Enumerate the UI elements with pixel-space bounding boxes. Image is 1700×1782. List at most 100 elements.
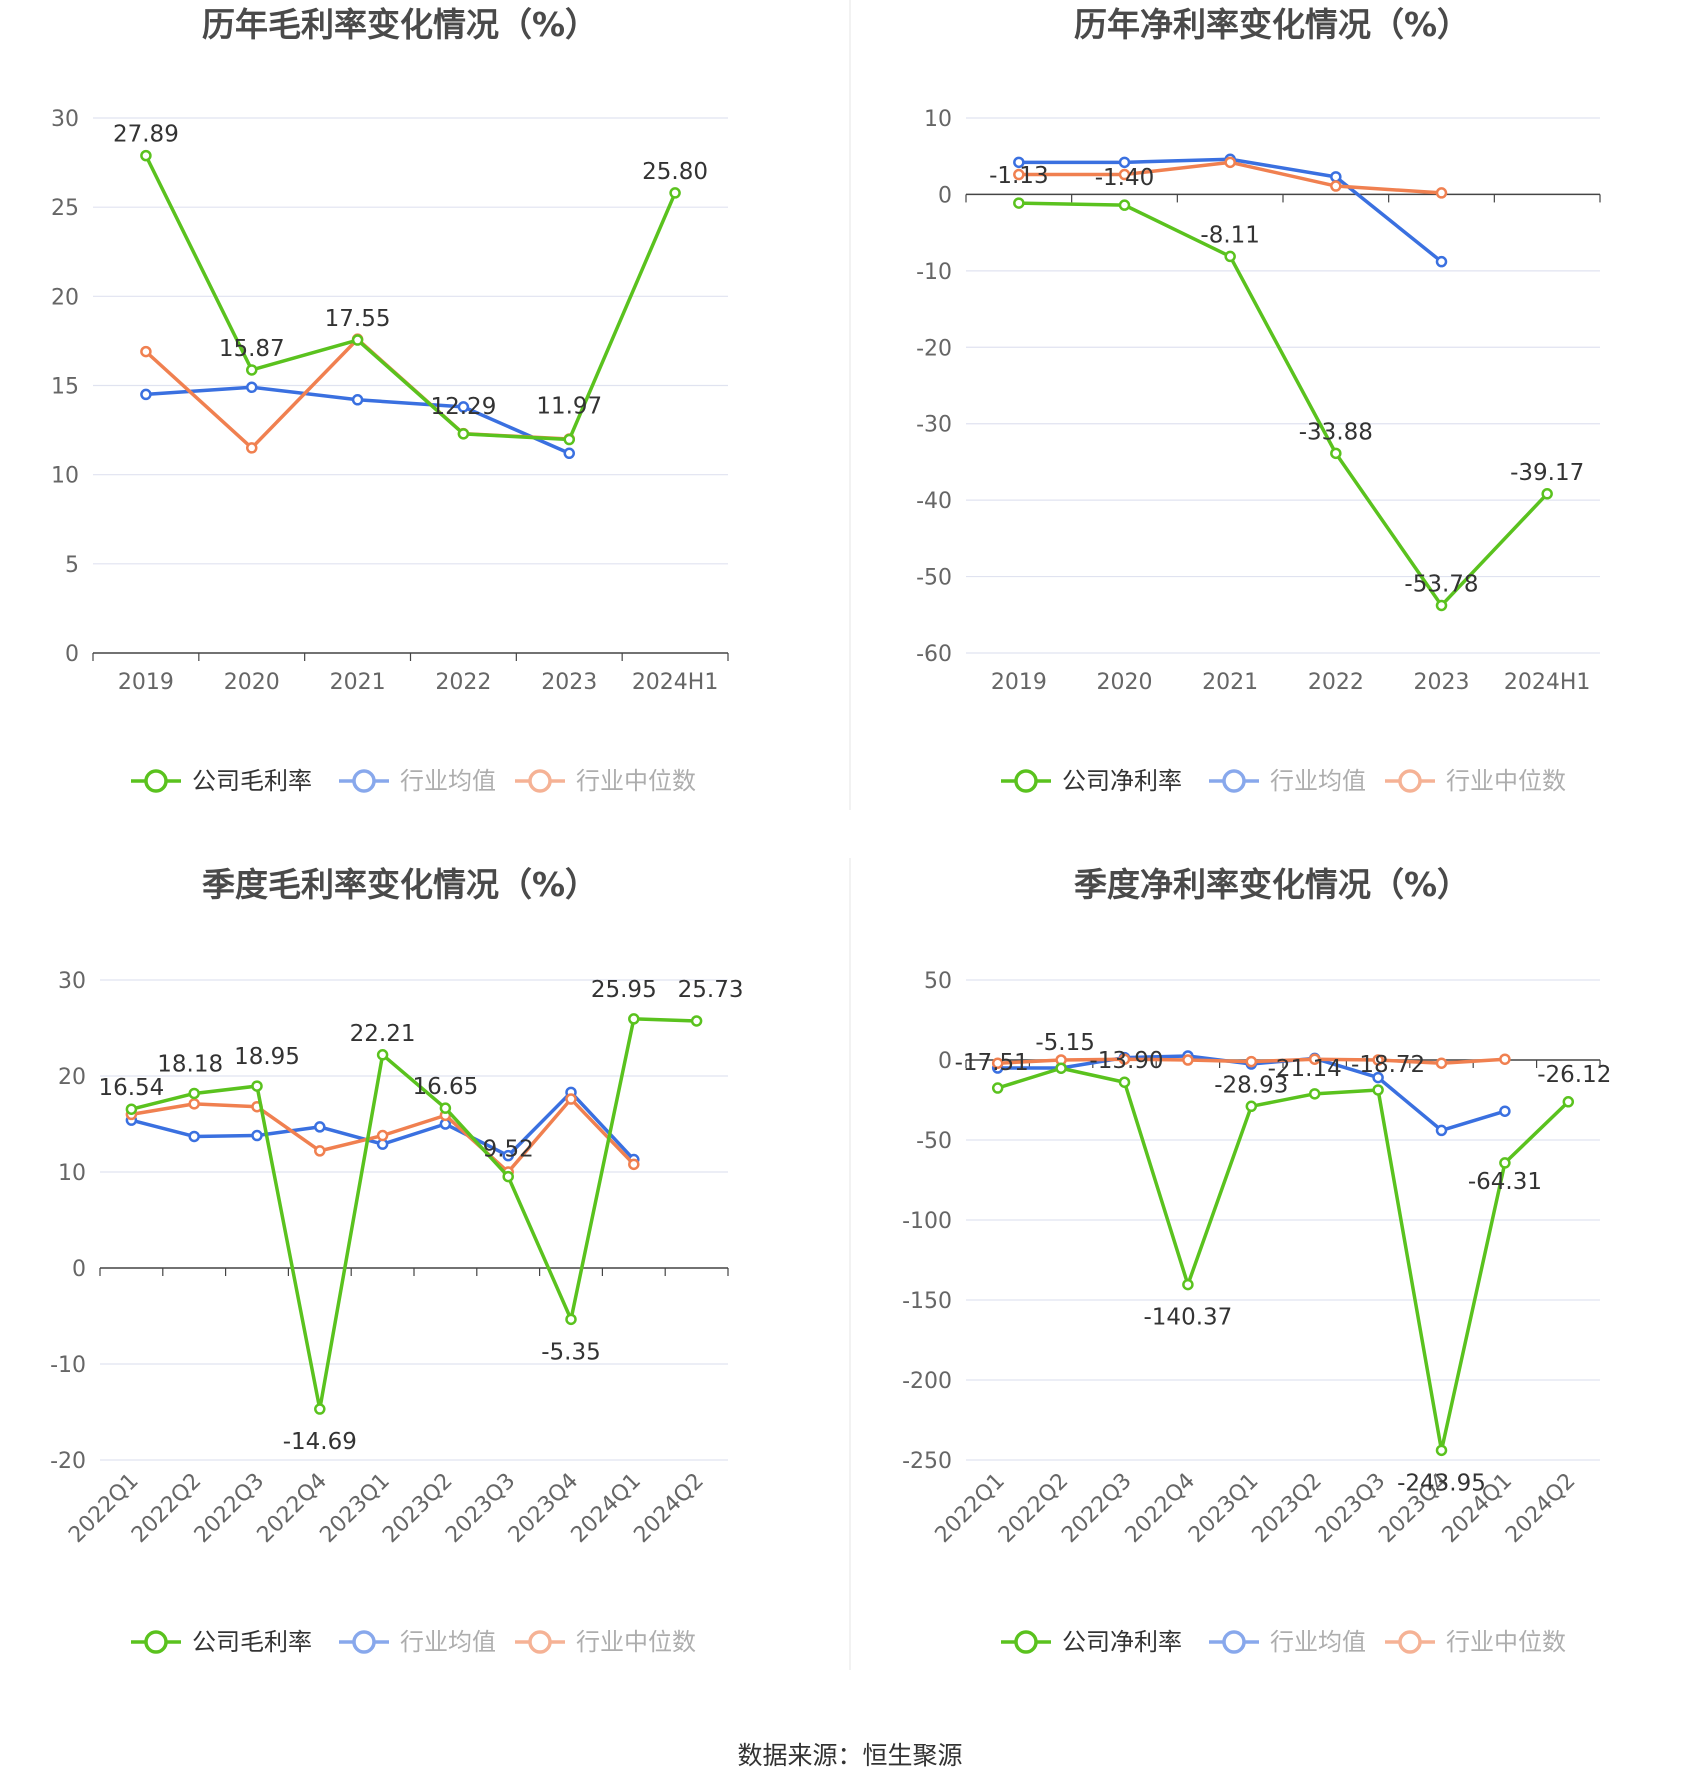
chart-title: 历年毛利率变化情况（%） (202, 5, 598, 44)
x-tick-label: 2024H1 (632, 670, 719, 695)
legend-marker (1398, 769, 1422, 793)
data-label: -5.15 (1035, 1030, 1095, 1056)
data-point-median (991, 1057, 1004, 1069)
y-tick-label: -20 (916, 336, 952, 361)
data-label: 16.65 (412, 1074, 478, 1100)
legend-item-avg: 行业均值 (1209, 1628, 1366, 1656)
data-label: 25.73 (678, 977, 744, 1003)
y-tick-label: -60 (916, 642, 952, 667)
data-label: -243.95 (1397, 1470, 1486, 1496)
series-line-company (997, 1066, 1570, 1453)
x-tick-label: 2022 (435, 670, 491, 695)
legend-item-median: 行业中位数 (515, 1628, 696, 1656)
y-tick-label: -150 (902, 1289, 952, 1314)
data-label: 9.52 (483, 1137, 534, 1163)
data-point-company (669, 187, 681, 199)
data-point-median (140, 345, 152, 358)
data-point-median (314, 1145, 326, 1157)
y-tick-label: -10 (50, 1353, 86, 1378)
y-tick-label: 0 (938, 183, 952, 208)
data-point-median (1245, 1055, 1258, 1068)
chart-title: 季度净利率变化情况（%） (1074, 865, 1470, 904)
legend-item-company: 公司毛利率 (131, 1628, 312, 1656)
y-tick-label: -50 (916, 1129, 952, 1154)
legend-item-median: 行业中位数 (1385, 767, 1566, 795)
data-label: 12.29 (430, 394, 496, 420)
chart-panel-2: 历年净利率变化情况（%） -60 -50 -40 -30 -20 -10 0 10 2019 202… (916, 5, 1601, 795)
data-point-median (628, 1158, 640, 1171)
x-tick-label: 2019 (118, 670, 174, 695)
x-tick-label: 2021 (330, 670, 386, 695)
y-tick-label: 30 (51, 107, 79, 132)
data-label: -21.14 (1268, 1056, 1342, 1082)
data-point-avg (1435, 1124, 1448, 1137)
y-tick-label: 5 (65, 553, 79, 578)
legend-item-avg: 行业均值 (1209, 767, 1366, 795)
data-label: -18.72 (1351, 1052, 1425, 1078)
data-point-company (1308, 1088, 1321, 1100)
y-tick-label: -30 (916, 413, 952, 438)
data-point-company (1562, 1096, 1575, 1108)
x-tick-label: 2023Q2 (1248, 1469, 1327, 1548)
x-tick-label: 2022Q2 (994, 1469, 1073, 1548)
y-tick-label: 25 (51, 196, 79, 221)
data-label: 16.54 (98, 1075, 164, 1101)
y-tick-label: 0 (65, 642, 79, 667)
data-point-company (125, 1103, 138, 1115)
series-line-company (144, 154, 677, 442)
y-tick-label: -250 (902, 1449, 952, 1474)
data-label: 25.95 (591, 977, 657, 1003)
data-label: 25.80 (642, 159, 708, 185)
y-tick-label: 10 (51, 464, 79, 489)
data-point-company (1372, 1084, 1384, 1096)
y-tick-label: 0 (72, 1257, 86, 1282)
data-point-company (351, 334, 364, 346)
legend-marker (144, 769, 168, 793)
legend-item-median: 行业中位数 (1385, 1628, 1566, 1656)
data-label: 22.21 (350, 1021, 416, 1047)
legend-marker (528, 769, 552, 793)
data-point-company (563, 433, 575, 446)
data-point-avg (351, 394, 364, 406)
x-tick-label: 2020 (1097, 670, 1153, 695)
legend-label: 行业均值 (400, 1628, 496, 1656)
x-tick-label: 2023Q3 (1311, 1469, 1390, 1548)
data-point-avg (457, 401, 470, 413)
data-label: -53.78 (1404, 571, 1478, 597)
x-tick-label: 2023 (541, 670, 597, 695)
legend-label: 公司净利率 (1062, 1628, 1182, 1656)
legend-item-median: 行业中位数 (515, 767, 696, 795)
data-point-avg (563, 447, 575, 460)
data-point-median (376, 1129, 389, 1142)
legend-label: 行业中位数 (1446, 1628, 1566, 1656)
legend-marker (1398, 1630, 1422, 1654)
data-point-company (690, 1015, 703, 1027)
legend-marker (1222, 1630, 1246, 1654)
legend-item-company: 公司净利率 (1001, 767, 1182, 795)
data-label: -28.93 (1214, 1072, 1288, 1098)
y-tick-label: 0 (938, 1049, 952, 1074)
y-tick-label: 15 (51, 375, 79, 400)
legend-label: 公司净利率 (1062, 767, 1182, 795)
x-tick-label: 2022Q4 (1121, 1469, 1200, 1548)
data-point-avg (1330, 171, 1342, 183)
chart-panel-3: 季度毛利率变化情况（%）-20-1001020302022Q12022Q2202… (50, 865, 743, 1656)
data-source-note: 数据来源：恒生聚源 (737, 1741, 963, 1770)
legend-marker (1222, 769, 1246, 793)
chart-panel-4: 季度净利率变化情况（%） -250 -200 -150 -100 -50 0 50 2022Q1… (902, 865, 1611, 1656)
data-label: -17.51 (955, 1050, 1029, 1076)
data-point-avg (188, 1130, 200, 1143)
x-tick-label: 2021 (1202, 670, 1258, 695)
legend-marker (352, 1630, 376, 1654)
legend-marker (144, 1630, 168, 1654)
legend-label: 行业均值 (1270, 767, 1366, 795)
x-tick-label: 2023 (1414, 670, 1470, 695)
data-label: -13.90 (1089, 1048, 1163, 1074)
legend-label: 行业均值 (1270, 1628, 1366, 1656)
legend-marker (352, 769, 376, 793)
data-point-avg (246, 381, 258, 394)
data-point-company (502, 1170, 514, 1183)
legend-marker (1014, 769, 1038, 793)
data-label: 18.18 (157, 1051, 223, 1077)
y-tick-label: 10 (924, 107, 952, 132)
